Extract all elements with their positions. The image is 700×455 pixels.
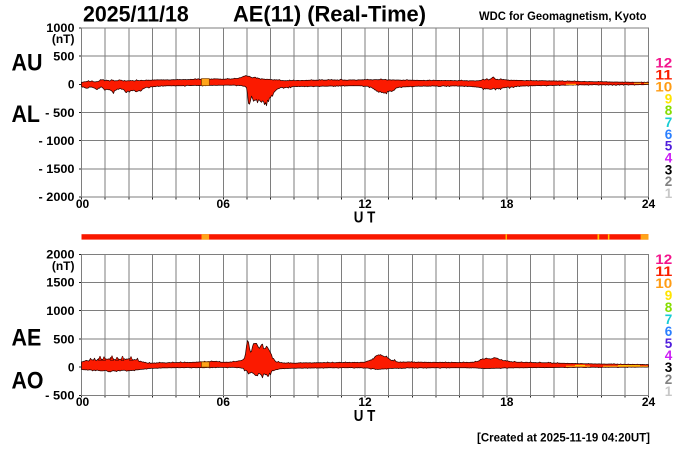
svg-text:10: 10 [655,79,672,94]
svg-text:06: 06 [217,197,231,211]
svg-text:AE: AE [12,325,42,352]
svg-text:3: 3 [665,162,673,177]
svg-text:5: 5 [665,336,673,351]
svg-text:11: 11 [655,264,673,279]
svg-text:06: 06 [217,395,231,409]
svg-text:1500: 1500 [46,276,75,290]
svg-text:- 500: - 500 [45,389,75,403]
svg-text:7: 7 [665,115,673,130]
svg-text:5: 5 [665,139,673,154]
svg-text:2025/11/18: 2025/11/18 [83,1,189,26]
svg-text:18: 18 [500,395,514,409]
svg-text:(nT): (nT) [52,259,75,273]
svg-text:11: 11 [655,68,673,83]
svg-text:2: 2 [665,174,673,189]
svg-text:[Created at 2025-11-19 04:20UT: [Created at 2025-11-19 04:20UT] [477,431,650,445]
svg-text:6: 6 [665,324,673,339]
svg-text:1: 1 [665,186,673,201]
svg-text:6: 6 [665,127,673,142]
svg-text:U T: U T [354,408,376,425]
svg-text:12: 12 [358,197,372,211]
svg-text:2: 2 [665,372,673,387]
svg-text:AO: AO [12,368,44,395]
svg-text:12: 12 [358,395,372,409]
svg-text:00: 00 [76,395,90,409]
svg-text:1000: 1000 [46,304,75,318]
svg-text:- 2000: - 2000 [39,190,75,204]
svg-text:WDC for Geomagnetism, Kyoto: WDC for Geomagnetism, Kyoto [479,11,647,23]
svg-text:2000: 2000 [46,248,75,262]
svg-text:U T: U T [354,209,376,226]
svg-text:- 1000: - 1000 [39,134,75,148]
svg-text:24: 24 [642,197,656,211]
svg-text:9: 9 [665,288,673,303]
svg-text:1000: 1000 [46,21,75,35]
svg-text:AU: AU [12,50,43,77]
svg-text:0: 0 [68,77,75,91]
svg-text:AL: AL [12,101,41,128]
svg-text:1: 1 [665,384,673,399]
svg-text:- 500: - 500 [45,106,75,120]
svg-text:18: 18 [500,197,514,211]
svg-text:24: 24 [642,395,656,409]
svg-text:12: 12 [655,252,672,267]
svg-text:500: 500 [53,49,75,63]
svg-text:4: 4 [665,151,673,166]
svg-text:7: 7 [665,312,673,327]
svg-text:10: 10 [655,276,672,291]
svg-text:AE(11) (Real-Time): AE(11) (Real-Time) [233,1,426,26]
svg-text:500: 500 [53,332,75,346]
svg-text:12: 12 [655,56,672,71]
svg-text:3: 3 [665,360,673,375]
svg-text:4: 4 [665,348,673,363]
svg-text:(nT): (nT) [52,32,75,46]
svg-text:8: 8 [665,103,673,118]
svg-text:0: 0 [68,361,75,375]
svg-text:00: 00 [76,197,90,211]
svg-text:9: 9 [665,91,673,106]
svg-text:- 1500: - 1500 [39,162,75,176]
svg-text:8: 8 [665,300,673,315]
